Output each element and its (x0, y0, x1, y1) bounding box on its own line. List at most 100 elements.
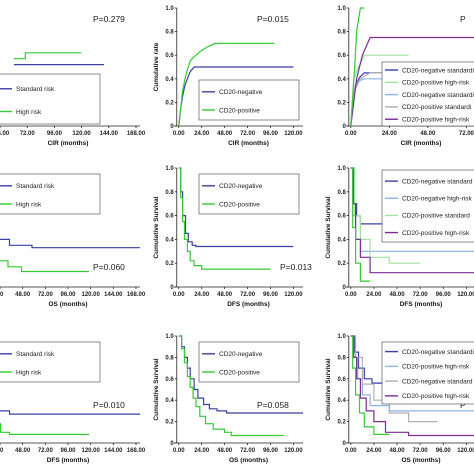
x-tick-label: 72.00 (240, 448, 256, 454)
legend-label: High risk (16, 369, 42, 376)
panel-b1: 00 48.00 72.00 96.00 120.00 144.00 168.00 OS (m… (0, 173, 146, 308)
x-tick-label: 24.00 (194, 131, 210, 137)
x-tick-label: 0.00 (173, 131, 185, 137)
legend-label: CD20-negative standardi (402, 92, 474, 99)
panel-a1: 144.00 72.00 96.00 120.00 144.00 168.00 CIR (m… (0, 14, 146, 147)
series-line-cd20-negative-standard (350, 335, 474, 384)
legend-label: CD20-negative (219, 89, 263, 96)
y-tick-label: 1.0 (165, 166, 174, 172)
x-tick-label: 48.00 (420, 131, 436, 137)
x-axis-title: DFS (months) (47, 457, 90, 464)
y-tick-label: 0.6 (337, 377, 346, 383)
x-tick-label: 72.00 (413, 292, 429, 298)
legend-label: CD20-negative high-risk (402, 196, 472, 203)
y-tick-label: 0.6 (165, 377, 174, 383)
x-tick-label: 0.00 (345, 448, 357, 454)
x-tick-label: 96.00 (60, 448, 76, 454)
x-tick-label: 72.00 (38, 448, 54, 454)
y-tick-label: 0.4 (165, 77, 174, 83)
y-tick-label: 0.6 (337, 214, 346, 220)
y-tick-label: 0.8 (165, 30, 174, 36)
series-line-unlabeled-5 (350, 7, 365, 127)
x-tick-label: 120.00 (457, 292, 474, 298)
legend-box (0, 173, 101, 215)
y-tick-label: 0 (342, 441, 346, 447)
y-tick-label: 0.4 (337, 398, 346, 404)
y-tick-label: 0.4 (165, 237, 174, 243)
y-tick-label: 0.8 (337, 355, 346, 361)
x-tick-label: 168.00 (127, 448, 146, 454)
x-tick-label: 24.00 (366, 292, 382, 298)
x-tick-label: 24.00 (382, 131, 398, 137)
x-axis-title: CIR (months) (48, 140, 89, 147)
panel-b2: 0.00 24.00 48.00 72.00 96.00 120.00 0 0.2 0.4 0.6… (153, 166, 312, 308)
series-line-high-risk (0, 260, 89, 273)
legend-label: CD20-positive (219, 201, 260, 208)
p-value-label: P=0.279 (93, 14, 125, 24)
y-axis-title: Cumulative Survival (153, 196, 160, 258)
y-tick-label: 1.0 (165, 6, 174, 12)
legend-box (0, 73, 101, 125)
legend-label: CD20-positive high-risk (402, 230, 470, 237)
legend-label: Standard risk (16, 183, 55, 190)
x-tick-label: 48.00 (217, 292, 233, 298)
y-tick-label: 0.2 (337, 100, 346, 106)
x-tick-label: 0.00 (345, 292, 357, 298)
x-tick-label: 48.00 (15, 448, 31, 454)
legend-label: CD20-positive high-risk (402, 393, 470, 400)
y-tick-label: 0.4 (337, 237, 346, 243)
x-tick-label: 48.00 (15, 292, 31, 298)
y-tick-label: 1.0 (337, 334, 346, 340)
x-tick-label: 72.00 (20, 131, 36, 137)
p-value-label: P=0.060 (93, 262, 125, 272)
series-line-cd20-positive (178, 167, 271, 270)
legend-label: High risk (16, 109, 42, 116)
p-value-label: P=0.010 (93, 400, 125, 410)
series-line-unlabeled-4 (350, 167, 371, 282)
series-line-cd20-positive-standard (350, 167, 421, 264)
series-line-high-risk (0, 423, 89, 435)
legend: CD20-negative CD20-positive (198, 79, 300, 121)
legend-label: CD20-negative standardi (402, 67, 474, 74)
legend-label: CD20-negative (219, 351, 263, 358)
x-tick-label: 72.00 (240, 131, 256, 137)
series-line-high-risk (14, 52, 82, 60)
x-tick-label: 00 (0, 448, 4, 454)
x-tick-label: 72.00 (240, 292, 256, 298)
legend-label: Standard risk (16, 351, 55, 358)
legend-label: CD20-negative standardi (402, 349, 474, 356)
x-tick-label: 120.00 (284, 131, 303, 137)
y-tick-label: 0 (342, 285, 346, 291)
x-tick-label: 168.00 (127, 131, 146, 137)
x-axis-title: DFS (months) (400, 301, 443, 308)
x-tick-label: 0.00 (173, 448, 185, 454)
legend-box (381, 169, 474, 243)
series-line-cd20-negative-standard (350, 335, 438, 423)
legend: Standard risk High risk (0, 341, 101, 383)
series-line-standard-risk (0, 410, 140, 415)
x-tick-label: 144.00 (104, 292, 123, 298)
y-tick-label: 1.0 (337, 166, 346, 172)
x-axis-title: OS (months) (49, 301, 88, 308)
y-tick-label: 0 (170, 441, 174, 447)
x-tick-label: 120.00 (81, 448, 100, 454)
x-axis-title: CIR (months) (228, 140, 269, 147)
panel-c1: 00 48.00 72.00 96.00 120.00 144.00 168.00 DFS (… (0, 341, 146, 464)
y-tick-label: 0.6 (165, 214, 174, 220)
x-tick-label: 96.00 (47, 131, 63, 137)
y-tick-label: 0.4 (337, 77, 346, 83)
x-tick-label: 48.00 (390, 292, 406, 298)
y-tick-label: 0.6 (165, 53, 174, 59)
series-line-unlabeled-4 (350, 335, 390, 435)
x-tick-label: 168.00 (127, 292, 146, 298)
series-line-standard-risk (0, 238, 140, 249)
y-tick-label: 0.2 (165, 261, 174, 267)
x-tick-label: 96.00 (436, 448, 452, 454)
x-axis-title: OS (months) (229, 457, 268, 464)
x-tick-label: 96.00 (263, 448, 279, 454)
x-axis-title: OS (months) (402, 457, 441, 464)
series-line-cd20-positive-high-risk (350, 335, 474, 437)
y-tick-label: 0 (342, 124, 346, 130)
x-tick-label: 144.00 (104, 448, 123, 454)
y-tick-label: 0.2 (337, 420, 346, 426)
